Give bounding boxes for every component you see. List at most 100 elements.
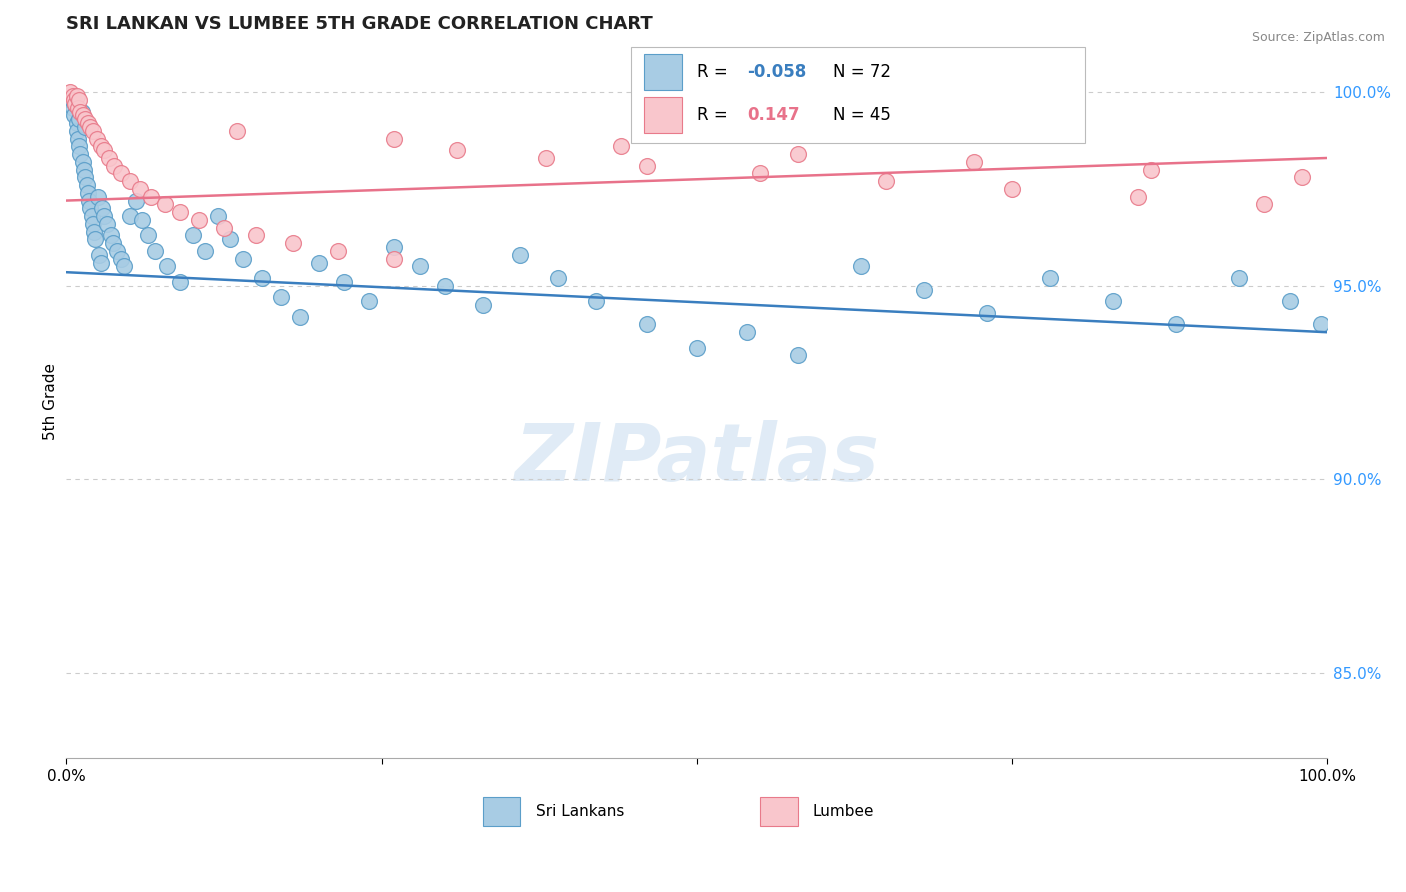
Point <box>67 93 90 107</box>
Point <box>82 124 104 138</box>
Point <box>103 159 125 173</box>
Point <box>83 225 105 239</box>
Point <box>1227 271 1250 285</box>
Y-axis label: 5th Grade: 5th Grade <box>44 363 58 441</box>
Point <box>1310 318 1333 332</box>
Point <box>786 147 808 161</box>
Point <box>89 248 111 262</box>
Point <box>110 252 132 266</box>
Point <box>73 162 96 177</box>
Point <box>72 108 94 122</box>
Point <box>534 151 557 165</box>
Point <box>1278 294 1301 309</box>
Point <box>67 112 90 127</box>
Point <box>1001 182 1024 196</box>
Point <box>749 166 772 180</box>
Point <box>75 112 97 127</box>
Point <box>77 194 100 208</box>
Point <box>333 275 356 289</box>
Point <box>232 252 254 266</box>
FancyBboxPatch shape <box>644 97 682 133</box>
Point <box>382 131 405 145</box>
Point <box>225 124 247 138</box>
Point <box>156 260 179 274</box>
Point <box>219 232 242 246</box>
Point <box>187 213 209 227</box>
Point <box>79 202 101 216</box>
Point <box>446 143 468 157</box>
Point <box>87 190 110 204</box>
Point <box>77 116 100 130</box>
Point <box>636 159 658 173</box>
Point <box>270 290 292 304</box>
Point <box>912 283 935 297</box>
Point <box>63 93 86 107</box>
Point <box>636 318 658 332</box>
Point <box>75 170 97 185</box>
Text: Lumbee: Lumbee <box>813 805 875 819</box>
Point <box>105 244 128 258</box>
Point <box>82 217 104 231</box>
Point <box>89 139 111 153</box>
Point <box>207 209 229 223</box>
Point <box>125 194 148 208</box>
Point <box>62 101 84 115</box>
Point <box>118 209 141 223</box>
Point <box>77 186 100 200</box>
Point <box>65 96 87 111</box>
FancyBboxPatch shape <box>761 797 797 826</box>
Point <box>101 236 124 251</box>
Point <box>66 101 89 115</box>
Text: ZIPatlas: ZIPatlas <box>515 420 879 498</box>
Point <box>1128 190 1150 204</box>
Point <box>1253 197 1275 211</box>
Point <box>509 248 531 262</box>
Point <box>1166 318 1188 332</box>
Point <box>69 147 91 161</box>
Point <box>65 96 87 111</box>
Point <box>181 228 204 243</box>
Point <box>93 143 115 157</box>
Point <box>250 271 273 285</box>
Point <box>139 190 162 204</box>
Point <box>963 154 986 169</box>
Point <box>66 131 89 145</box>
Point <box>131 213 153 227</box>
Point <box>326 244 349 258</box>
Text: N = 45: N = 45 <box>834 106 891 124</box>
Point <box>169 275 191 289</box>
Point <box>976 306 998 320</box>
Point <box>143 244 166 258</box>
Point <box>62 89 84 103</box>
Text: R =: R = <box>697 106 738 124</box>
Point <box>96 217 118 231</box>
Point <box>875 174 897 188</box>
Text: N = 72: N = 72 <box>834 63 891 81</box>
Point <box>1039 271 1062 285</box>
Text: Sri Lankans: Sri Lankans <box>536 805 624 819</box>
Point <box>90 202 112 216</box>
Point <box>65 89 87 103</box>
Text: R =: R = <box>697 63 733 81</box>
Point <box>359 294 381 309</box>
Point <box>849 260 872 274</box>
Point <box>118 174 141 188</box>
Point <box>93 209 115 223</box>
Point <box>433 278 456 293</box>
Point <box>1291 170 1313 185</box>
Point <box>138 228 160 243</box>
Point <box>283 236 305 251</box>
Point <box>114 260 136 274</box>
Point <box>89 255 111 269</box>
Point <box>547 271 569 285</box>
Point <box>786 349 808 363</box>
Point <box>382 240 405 254</box>
Point <box>169 205 191 219</box>
Point <box>110 166 132 180</box>
Text: -0.058: -0.058 <box>748 63 807 81</box>
Point <box>65 124 87 138</box>
Point <box>212 220 235 235</box>
Point <box>79 120 101 134</box>
Point <box>1102 294 1125 309</box>
Point <box>153 197 176 211</box>
